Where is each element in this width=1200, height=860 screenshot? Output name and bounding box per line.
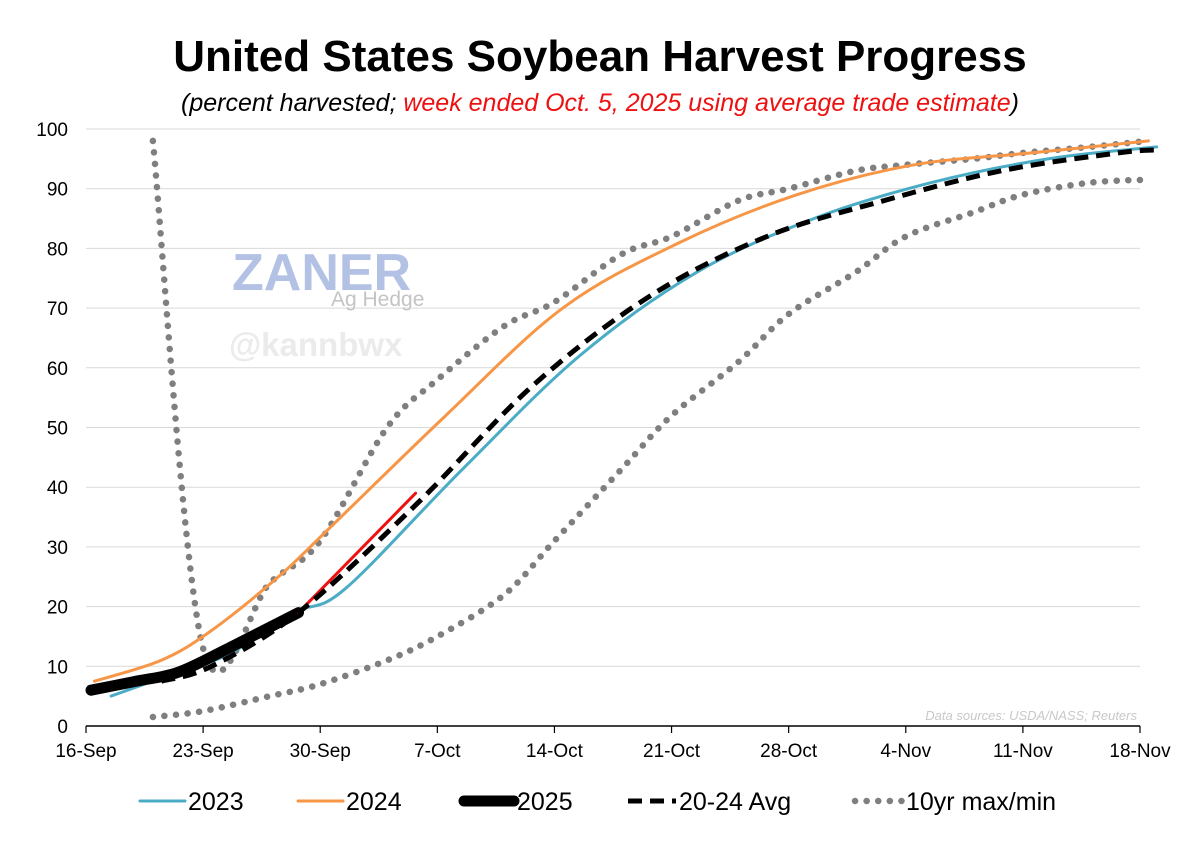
subtitle-red-part: week ended Oct. 5, 2025 using average tr…	[403, 89, 1011, 117]
subtitle-close-paren: )	[1010, 89, 1019, 117]
series-line-2024-3	[92, 139, 1150, 683]
x-tick-label: 30-Sep	[290, 741, 351, 762]
y-tick-label: 20	[47, 598, 68, 619]
legend-label: 2023	[188, 788, 244, 816]
chart-title: United States Soybean Harvest Progress	[173, 32, 1027, 81]
x-tick-label: 18-Nov	[1109, 741, 1171, 762]
series-line-2025-4	[85, 607, 304, 696]
x-tick-label: 16-Sep	[55, 741, 116, 762]
x-tick-label: 23-Sep	[172, 741, 233, 762]
legend-label: 20-24 Avg	[679, 788, 791, 816]
watermark: ZANER Ag Hedge @kannbwx	[229, 244, 424, 363]
y-tick-label: 70	[47, 299, 68, 320]
y-tick-label: 0	[57, 717, 68, 738]
series-line-2025-estimate-5	[297, 491, 418, 615]
y-tick-label: 80	[47, 239, 68, 260]
x-tick-label: 28-Oct	[760, 741, 818, 762]
y-tick-label: 30	[47, 538, 68, 559]
ag-hedge-logo-text: Ag Hedge	[331, 288, 424, 311]
series-line-10yr-max-min-1	[149, 176, 1152, 721]
twitter-handle-watermark: @kannbwx	[229, 326, 403, 363]
y-tick-label: 10	[47, 657, 68, 678]
series-line-2023-2	[109, 145, 1159, 698]
x-tick-label: 21-Oct	[643, 741, 701, 762]
y-tick-label: 100	[36, 120, 68, 141]
y-tick-label: 40	[47, 478, 68, 499]
data-source-note: Data sources: USDA/NASS; Reuters	[925, 708, 1137, 723]
subtitle-black-part: percent harvested;	[189, 89, 404, 117]
subtitle-open-paren: (	[181, 89, 190, 117]
zaner-logo-text: ZANER	[232, 244, 411, 302]
chart-subtitle: (percent harvested; week ended Oct. 5, 2…	[0, 89, 1200, 118]
y-tick-label: 60	[47, 359, 68, 380]
x-tick-label: 7-Oct	[414, 741, 461, 762]
series-line-20-24-avg-6	[160, 147, 1157, 684]
axes: 0 10 20 30 40 50 60 70 80 90 100 16-Sep 23-Sep 30-Sep…	[36, 120, 1171, 762]
legend-label: 2025	[517, 788, 573, 816]
y-tick-label: 90	[47, 180, 68, 201]
x-tick-label: 11-Nov	[993, 741, 1053, 762]
legend-label: 2024	[346, 788, 402, 816]
legend: 2023 2024 2025 20-24 Avg 10yr max/min	[138, 788, 1056, 816]
series-line-10yr-max-min-0	[149, 137, 1152, 675]
x-tick-label: 4-Nov	[880, 741, 931, 762]
series-lines	[85, 137, 1159, 721]
y-tick-label: 50	[47, 419, 68, 440]
gridlines	[86, 128, 1140, 667]
x-tick-label: 14-Oct	[526, 741, 584, 762]
legend-label: 10yr max/min	[906, 788, 1056, 816]
